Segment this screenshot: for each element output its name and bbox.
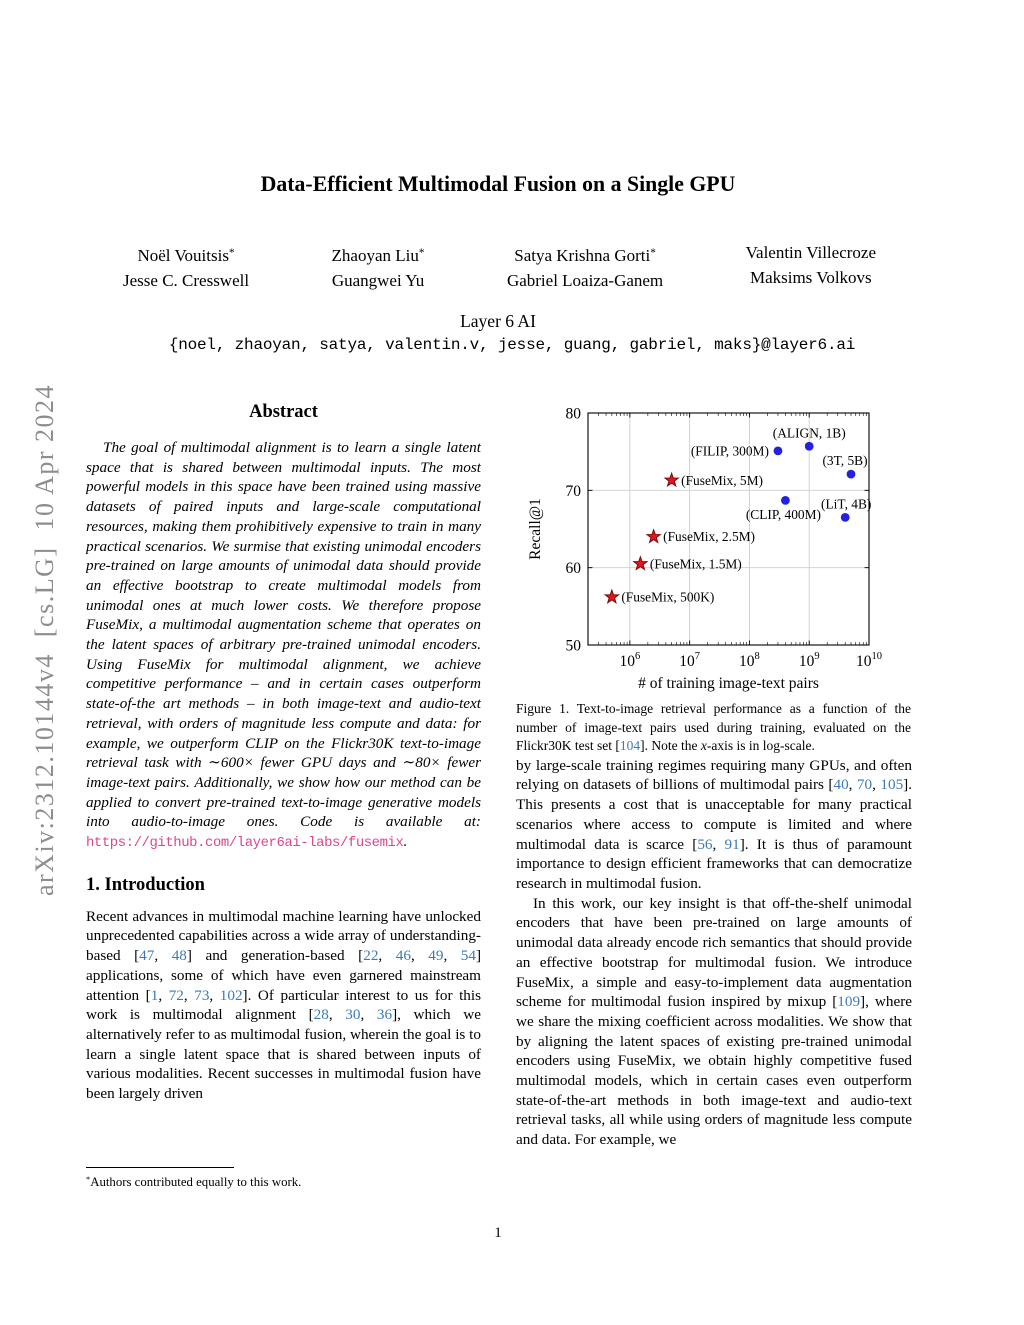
svg-text:(FuseMix, 500K): (FuseMix, 500K) — [621, 590, 714, 605]
figure-1-chart: 106 107 108 109 1010 50 60 70 80 Recall@1 # of tra… — [527, 406, 882, 693]
citation-link[interactable]: 40 — [833, 776, 849, 794]
citation-link[interactable]: 36 — [376, 1006, 393, 1024]
svg-text:109: 109 — [799, 651, 820, 670]
email-line: {noel, zhaoyan, satya, valentin.v, jesse… — [168, 336, 856, 354]
figure-1-caption: Figure 1. Text-to-image retrieval perfor… — [516, 701, 911, 754]
citation-link[interactable]: 1 — [150, 986, 159, 1004]
citation-link[interactable]: 28 — [313, 1006, 329, 1024]
footnote-block: *Authors contributed equally to this wor… — [86, 1167, 481, 1190]
citation-link[interactable]: 56 — [697, 835, 713, 853]
svg-text:50: 50 — [566, 638, 582, 655]
author-name: Guangwei Yu — [331, 270, 425, 290]
citation-link[interactable]: 22 — [363, 947, 379, 965]
citation-link[interactable]: 91 — [724, 835, 740, 853]
citation-link[interactable]: 105 — [880, 776, 904, 794]
paper-title: Data-Efficient Multimodal Fusion on a Si… — [260, 172, 736, 196]
footnote-text: *Authors contributed equally to this wor… — [86, 1174, 302, 1189]
svg-text:(FuseMix, 2.5M): (FuseMix, 2.5M) — [663, 529, 755, 544]
citation-link[interactable]: 109 — [837, 993, 861, 1011]
author-column: Zhaoyan Liu* Guangwei Yu — [332, 241, 425, 293]
author-name: Satya Krishna Gorti* — [514, 246, 656, 266]
right-column: 106 107 108 109 1010 50 60 70 80 Recall@1 # of tra… — [516, 393, 912, 1150]
svg-text:(CLIP, 400M): (CLIP, 400M) — [746, 507, 821, 522]
svg-text:(FuseMix, 5M): (FuseMix, 5M) — [681, 473, 763, 488]
svg-text:# of training image-text pairs: # of training image-text pairs — [638, 675, 819, 692]
svg-text:Recall@1: Recall@1 — [527, 498, 544, 560]
body-paragraph-1: by large-scale training regimes requirin… — [516, 756, 913, 892]
author-name: Jesse C. Cresswell — [123, 270, 250, 290]
page-number: 1 — [494, 1225, 502, 1241]
citation-link[interactable]: 72 — [168, 986, 184, 1004]
svg-text:80: 80 — [566, 406, 582, 423]
svg-text:60: 60 — [566, 560, 582, 577]
figure-1: 106 107 108 109 1010 50 60 70 80 Recall@1 # of tra… — [516, 393, 912, 756]
affiliation: Layer 6 AI — [460, 311, 536, 331]
citation-link[interactable]: 54 — [460, 947, 476, 965]
svg-text:(LiT, 4B): (LiT, 4B) — [821, 496, 871, 511]
code-url-link[interactable]: https://github.com/layer6ai-labs/fusemix — [86, 835, 404, 852]
author-name: Zhaoyan Liu* — [331, 246, 425, 266]
svg-text:(ALIGN, 1B): (ALIGN, 1B) — [773, 425, 846, 440]
citation-link[interactable]: 49 — [428, 947, 444, 965]
intro-paragraph: Recent advances in multimodal machine le… — [86, 907, 481, 1103]
arxiv-watermark: arXiv:2312.10144v4 [cs.LG] 10 Apr 2024 — [30, 383, 59, 897]
citation-link[interactable]: 104 — [619, 738, 641, 754]
svg-text:106: 106 — [619, 651, 640, 670]
body-paragraph-2: In this work, our key insight is that of… — [516, 894, 912, 1149]
svg-text:107: 107 — [679, 651, 700, 670]
citation-link[interactable]: 30 — [345, 1006, 361, 1024]
citation-link[interactable]: 48 — [171, 947, 187, 965]
svg-text:(FuseMix, 1.5M): (FuseMix, 1.5M) — [650, 556, 742, 571]
author-column: Satya Krishna Gorti* Gabriel Loaiza-Gane… — [507, 241, 663, 293]
author-block: Noël Vouitsis* Jesse C. Cresswell Zhaoya… — [123, 241, 876, 293]
author-name: Noël Vouitsis* — [137, 246, 235, 266]
svg-text:108: 108 — [739, 651, 760, 670]
svg-text:1010: 1010 — [856, 651, 882, 670]
abstract-text: The goal of multimodal alignment is to l… — [86, 439, 481, 852]
svg-text:(3T, 5B): (3T, 5B) — [822, 453, 867, 468]
citation-link[interactable]: 47 — [139, 947, 155, 965]
citation-link[interactable]: 73 — [194, 986, 210, 1004]
author-column: Valentin Villecroze Maksims Volkovs — [746, 241, 876, 293]
section-heading-introduction: 1. Introduction — [86, 874, 205, 895]
citation-link[interactable]: 70 — [856, 776, 873, 794]
author-name: Valentin Villecroze — [745, 243, 876, 262]
abstract-heading: Abstract — [249, 402, 318, 422]
left-column: Abstract The goal of multimodal alignmen… — [86, 402, 481, 1164]
citation-link[interactable]: 46 — [395, 947, 411, 965]
svg-text:70: 70 — [566, 483, 582, 500]
svg-text:(FILIP, 300M): (FILIP, 300M) — [691, 443, 769, 458]
author-column: Noël Vouitsis* Jesse C. Cresswell — [123, 241, 249, 293]
author-name: Gabriel Loaiza-Ganem — [506, 270, 664, 290]
author-name: Maksims Volkovs — [749, 267, 872, 287]
citation-link[interactable]: 102 — [219, 986, 243, 1004]
footnote-rule — [86, 1167, 234, 1168]
